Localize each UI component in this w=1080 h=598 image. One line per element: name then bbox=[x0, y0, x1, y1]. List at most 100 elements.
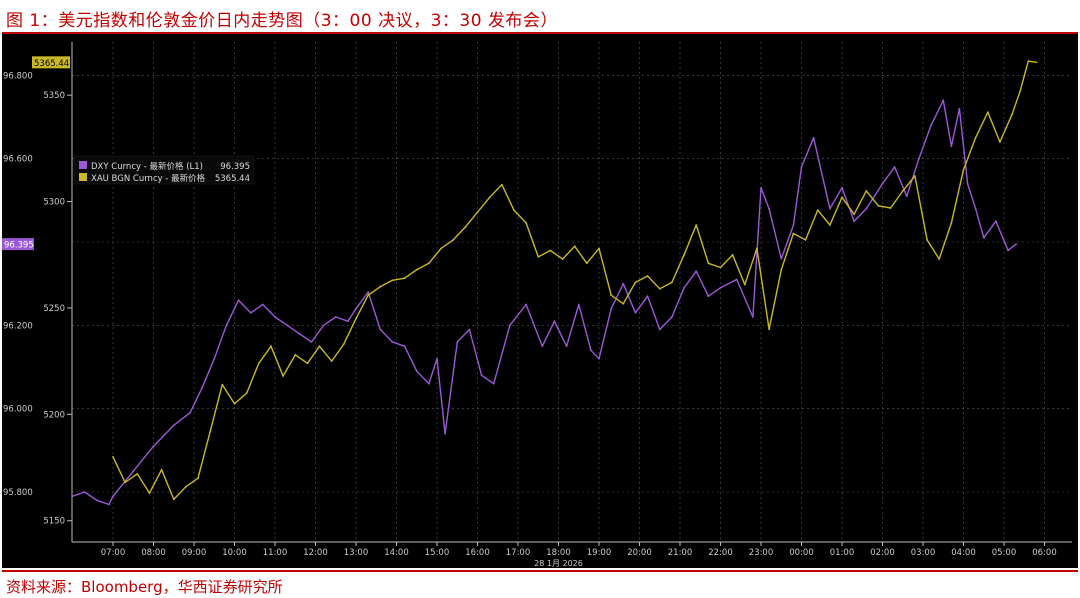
xau-point bbox=[999, 141, 1001, 143]
x-tick-label: 05:00 bbox=[992, 548, 1017, 558]
x-tick-label: 14:00 bbox=[384, 548, 409, 558]
xau-point bbox=[829, 224, 831, 226]
dxy-point bbox=[647, 295, 649, 297]
dxy-point bbox=[428, 383, 430, 385]
xau-point bbox=[379, 286, 381, 288]
xau-point bbox=[319, 345, 321, 347]
x-tick-label: 12:00 bbox=[303, 548, 328, 558]
dxy-point bbox=[894, 166, 896, 168]
dxy-point bbox=[975, 208, 977, 210]
dxy-point bbox=[995, 220, 997, 222]
dxy-point bbox=[525, 304, 527, 306]
dxy-point bbox=[404, 345, 406, 347]
xau-point bbox=[501, 184, 503, 186]
dxy-point bbox=[736, 279, 738, 281]
dxy-point bbox=[622, 283, 624, 285]
xau-point bbox=[659, 288, 661, 290]
left-tick-label: 96.800 bbox=[3, 71, 33, 81]
xau-point bbox=[1011, 113, 1013, 115]
xau-point bbox=[853, 213, 855, 215]
xau-point bbox=[185, 486, 187, 488]
dxy-point bbox=[456, 341, 458, 343]
x-tick-label: 23:00 bbox=[749, 548, 774, 558]
x-tick-label: 15:00 bbox=[425, 548, 450, 558]
dxy-point bbox=[793, 224, 795, 226]
legend: DXY Curncy - 最新价格 (L1) 96.395 XAU BGN Cu… bbox=[74, 156, 254, 184]
dxy-point bbox=[226, 324, 228, 326]
dxy-point bbox=[108, 504, 110, 506]
dxy-point bbox=[967, 183, 969, 185]
dxy-point bbox=[865, 208, 867, 210]
dxy-point bbox=[780, 258, 782, 260]
x-tick-label: 08:00 bbox=[141, 548, 166, 558]
xau-point bbox=[574, 245, 576, 247]
dxy-point bbox=[286, 324, 288, 326]
dxy-point bbox=[906, 195, 908, 197]
xau-point bbox=[975, 137, 977, 139]
dxy-point bbox=[683, 287, 685, 289]
right-tick-label: 5300 bbox=[43, 198, 65, 208]
left-tick-label: 96.600 bbox=[3, 155, 33, 165]
dxy-point bbox=[153, 445, 155, 447]
xau-point bbox=[209, 431, 211, 433]
dxy-point bbox=[942, 99, 944, 101]
dxy-point bbox=[189, 412, 191, 414]
xau-point bbox=[258, 362, 260, 364]
x-tick-label: 00:00 bbox=[789, 548, 814, 558]
xau-point bbox=[732, 254, 734, 256]
xau-point bbox=[708, 262, 710, 264]
x-tick-label: 04:00 bbox=[951, 548, 976, 558]
x-tick-label: 10:00 bbox=[222, 548, 247, 558]
xau-point bbox=[112, 456, 114, 458]
dxy-point bbox=[930, 124, 932, 126]
dxy-point bbox=[566, 345, 568, 347]
dxy-point bbox=[1015, 243, 1017, 245]
dxy-point bbox=[635, 312, 637, 314]
legend-label-xau: XAU BGN Curncy - 最新价格 bbox=[91, 173, 206, 184]
dxy-point bbox=[720, 287, 722, 289]
dxy-point bbox=[752, 316, 754, 318]
xau-point bbox=[695, 224, 697, 226]
dxy-point bbox=[367, 291, 369, 293]
legend-value-xau: 5365.44 bbox=[215, 174, 250, 184]
dxy-point bbox=[201, 387, 203, 389]
dxy-point bbox=[695, 270, 697, 272]
xau-point bbox=[890, 207, 892, 209]
dxy-point bbox=[918, 158, 920, 160]
xau-point bbox=[173, 499, 175, 501]
xau-point bbox=[562, 258, 564, 260]
dxy-point bbox=[347, 320, 349, 322]
xau-point bbox=[124, 482, 126, 484]
dxy-point bbox=[708, 295, 710, 297]
dxy-point bbox=[882, 183, 884, 185]
xau-point bbox=[1036, 61, 1038, 63]
dxy-point bbox=[112, 495, 114, 497]
xau-point bbox=[635, 282, 637, 284]
xau-point bbox=[161, 469, 163, 471]
xau-point bbox=[136, 473, 138, 475]
xau-point bbox=[793, 233, 795, 235]
x-tick-label: 06:00 bbox=[1032, 548, 1057, 558]
xau-point bbox=[489, 196, 491, 198]
dxy-point bbox=[213, 358, 215, 360]
xau-point bbox=[282, 375, 284, 377]
xau-point bbox=[149, 492, 151, 494]
price-chart: 96.80096.60096.40096.20096.00095.800 535… bbox=[2, 34, 1078, 568]
dxy-point bbox=[554, 320, 556, 322]
legend-swatch-dxy bbox=[79, 161, 87, 169]
xau-point bbox=[197, 477, 199, 479]
dxy-point bbox=[469, 329, 471, 331]
xau-current-value: 5365.44 bbox=[34, 59, 69, 69]
x-tick-label: 19:00 bbox=[587, 548, 612, 558]
xau-point bbox=[780, 269, 782, 271]
x-tick-label: 13:00 bbox=[344, 548, 369, 558]
x-tick-label: 01:00 bbox=[830, 548, 855, 558]
dxy-point bbox=[801, 166, 803, 168]
xau-point bbox=[817, 209, 819, 211]
xau-point bbox=[963, 169, 965, 171]
xau-point bbox=[598, 248, 600, 250]
dxy-point bbox=[493, 383, 495, 385]
xau-point bbox=[756, 248, 758, 250]
xau-point bbox=[902, 190, 904, 192]
dxy-point bbox=[335, 316, 337, 318]
